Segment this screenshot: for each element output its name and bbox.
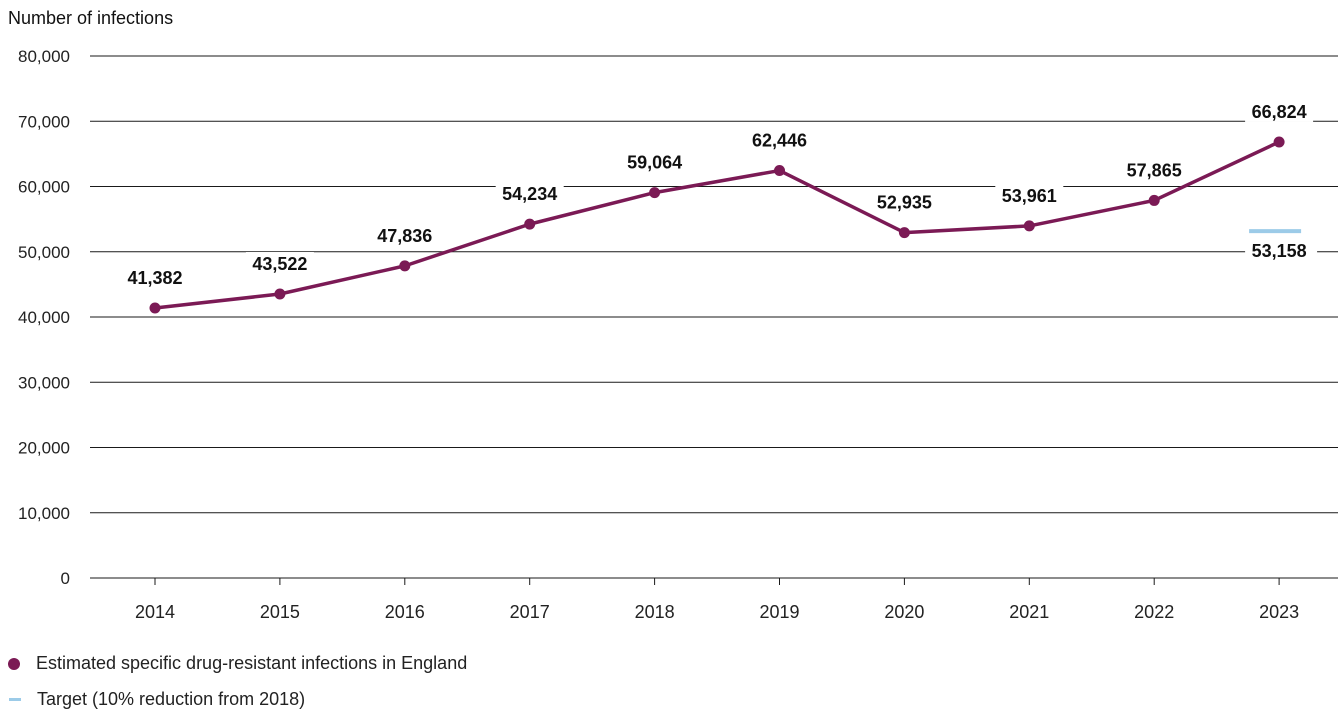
- x-tick-label: 2018: [635, 602, 675, 622]
- data-point: [399, 260, 411, 272]
- data-point: [1148, 194, 1160, 206]
- y-tick-label: 30,000: [18, 373, 70, 392]
- data-point: [274, 288, 286, 300]
- data-label-bg: [245, 252, 314, 275]
- legend-label-series: Estimated specific drug-resistant infect…: [36, 653, 468, 673]
- y-tick-label: 80,000: [18, 47, 70, 66]
- x-tick-label: 2021: [1009, 602, 1049, 622]
- data-label: 57,865: [1127, 160, 1182, 180]
- y-axis-title: Number of infections: [8, 8, 174, 28]
- data-label-bg: [495, 182, 564, 205]
- x-tick-label: 2015: [260, 602, 300, 622]
- y-tick-label: 70,000: [18, 112, 70, 131]
- data-label-bg: [870, 190, 939, 213]
- data-label-bg: [1120, 158, 1189, 181]
- y-tick-label: 60,000: [18, 178, 70, 197]
- series-line: [154, 140, 1280, 310]
- data-label-bg: [995, 183, 1064, 206]
- data-point: [524, 218, 536, 230]
- data-label: 62,446: [752, 131, 807, 151]
- legend-item-target: Target (10% reduction from 2018): [8, 689, 305, 710]
- x-tick-label: 2016: [385, 602, 425, 622]
- x-tick-label: 2017: [510, 602, 550, 622]
- data-point: [1273, 136, 1285, 148]
- data-label-bg: [121, 265, 189, 288]
- legend-marker-series: [8, 657, 20, 670]
- data-point: [149, 302, 161, 314]
- data-label: 53,961: [1002, 186, 1057, 206]
- y-tick-label: 0: [61, 569, 70, 588]
- legend-item-series: Estimated specific drug-resistant infect…: [8, 653, 467, 674]
- data-point: [774, 165, 785, 177]
- data-label: 41,382: [127, 268, 182, 288]
- target-label: 53,158: [1252, 241, 1307, 261]
- data-label-bg: [620, 150, 689, 173]
- y-tick-label: 10,000: [18, 504, 70, 523]
- x-tick-label: 2022: [1134, 602, 1174, 622]
- data-point: [1023, 220, 1035, 232]
- y-tick-label: 50,000: [18, 243, 70, 262]
- data-point: [649, 187, 661, 199]
- x-tick-label: 2020: [884, 602, 924, 622]
- data-label: 47,836: [377, 226, 432, 246]
- data-point: [898, 227, 910, 239]
- x-tick-label: 2023: [1259, 602, 1299, 622]
- legend-label-target: Target (10% reduction from 2018): [37, 689, 306, 709]
- x-tick-label: 2014: [135, 602, 175, 622]
- legend-marker-target: [9, 698, 21, 701]
- data-label-bg: [745, 128, 814, 151]
- data-label: 54,234: [502, 184, 557, 204]
- data-label: 59,064: [627, 153, 682, 173]
- data-label: 52,935: [877, 193, 932, 213]
- x-tick-label: 2019: [759, 602, 799, 622]
- data-label-bg: [1245, 99, 1314, 122]
- data-label: 66,824: [1252, 102, 1307, 122]
- data-label: 43,522: [252, 254, 307, 274]
- y-tick-label: 20,000: [18, 439, 70, 458]
- y-tick-label: 40,000: [18, 308, 70, 327]
- target-label-bg: [1245, 239, 1318, 266]
- data-label-bg: [370, 223, 439, 246]
